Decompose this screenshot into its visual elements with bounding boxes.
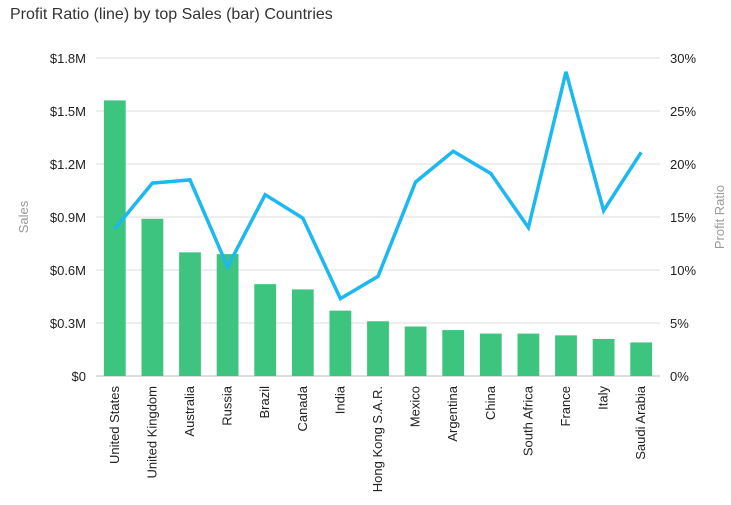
x-tick-label: France bbox=[558, 386, 573, 426]
sales-bar bbox=[103, 100, 126, 377]
y-tick-label: $0.6M bbox=[50, 263, 86, 278]
sales-bar bbox=[592, 338, 615, 376]
x-tick-label: Argentina bbox=[445, 385, 460, 441]
x-tick-label: Italy bbox=[596, 386, 611, 410]
x-tick-label: Canada bbox=[295, 385, 310, 431]
profit-ratio-series-line bbox=[113, 71, 643, 302]
y-tick-label: $1.5M bbox=[50, 104, 86, 119]
sales-bar bbox=[179, 252, 201, 376]
y2-tick-label: 0% bbox=[670, 369, 689, 384]
y2-tick-label: 15% bbox=[670, 210, 696, 225]
y2-tick-label: 25% bbox=[670, 104, 696, 119]
sales-bar bbox=[517, 333, 540, 376]
y-tick-label: $1.2M bbox=[50, 157, 86, 172]
y2-axis-title: Profit Ratio bbox=[712, 185, 727, 249]
x-tick-label: Saudi Arabia bbox=[633, 385, 648, 459]
sales-bar bbox=[291, 289, 314, 376]
x-tick-label: China bbox=[483, 385, 498, 420]
y-axis-right: 0% 5% 10% 15% 20% 25% 30% bbox=[670, 51, 696, 384]
x-tick-label: Russia bbox=[220, 385, 235, 426]
x-tick-label: India bbox=[332, 385, 347, 414]
sales-bar bbox=[254, 284, 277, 376]
x-tick-label: South Africa bbox=[520, 385, 535, 456]
y2-tick-label: 10% bbox=[670, 263, 696, 278]
chart-title: Profit Ratio (line) by top Sales (bar) C… bbox=[10, 6, 333, 23]
sales-bar bbox=[367, 321, 389, 376]
sales-bar bbox=[141, 218, 164, 376]
x-tick-label: Brazil bbox=[257, 386, 272, 419]
x-tick-label: Mexico bbox=[408, 386, 423, 427]
sales-bar bbox=[630, 342, 653, 376]
sales-bar bbox=[442, 330, 465, 376]
sales-bars bbox=[103, 100, 653, 377]
y2-tick-label: 30% bbox=[670, 51, 696, 66]
y2-tick-label: 5% bbox=[670, 316, 689, 331]
sales-bar bbox=[555, 335, 577, 376]
sales-bar bbox=[404, 326, 427, 376]
y-axis-title: Sales bbox=[16, 200, 31, 233]
y-tick-label: $0.3M bbox=[50, 316, 86, 331]
y-tick-label: $0 bbox=[72, 369, 86, 384]
sales-bar bbox=[329, 310, 352, 376]
sales-bar bbox=[216, 254, 239, 376]
y-tick-label: $1.8M bbox=[50, 51, 86, 66]
x-tick-label: United Kingdom bbox=[144, 386, 159, 479]
x-tick-label: United States bbox=[107, 386, 122, 465]
profit-ratio-line bbox=[113, 71, 643, 302]
y-axis-left: $0 $0.3M $0.6M $0.9M $1.2M $1.5M $1.8M bbox=[50, 51, 86, 384]
x-tick-label: Hong Kong S.A.R. bbox=[370, 386, 385, 492]
x-tick-label: Australia bbox=[182, 385, 197, 436]
sales-bar bbox=[479, 333, 502, 376]
y2-tick-label: 20% bbox=[670, 157, 696, 172]
y-tick-label: $0.9M bbox=[50, 210, 86, 225]
x-axis: United States United Kingdom Australia Russ… bbox=[107, 385, 648, 492]
